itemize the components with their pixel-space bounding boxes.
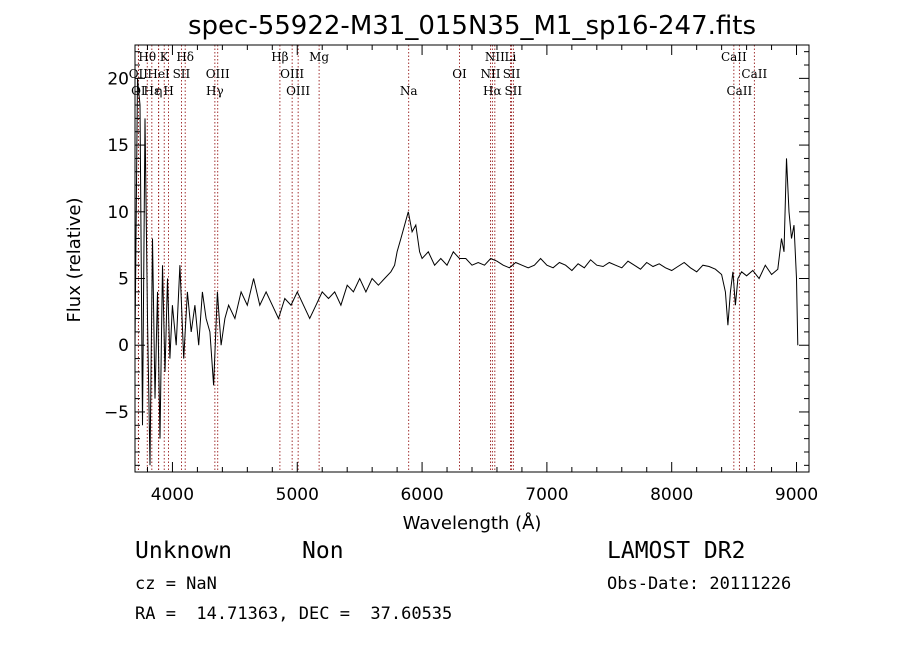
y-tick-label: −5 bbox=[104, 403, 129, 423]
emission-label: NII bbox=[485, 50, 505, 64]
emission-label: HeI bbox=[147, 67, 170, 81]
object-class: Unknown bbox=[135, 538, 232, 564]
y-tick-label: 15 bbox=[107, 136, 129, 156]
x-tick-label: 4000 bbox=[151, 485, 194, 505]
emission-label: Na bbox=[400, 84, 418, 98]
emission-label: CaII bbox=[741, 67, 767, 81]
emission-label: Hθ bbox=[138, 50, 156, 64]
chart-title: spec-55922-M31_015N35_M1_sp16-247.fits bbox=[188, 11, 756, 41]
emission-label: OIII bbox=[286, 84, 310, 98]
emission-label: CaII bbox=[721, 50, 747, 64]
x-tick-label: 6000 bbox=[400, 485, 443, 505]
x-tick-label: 7000 bbox=[525, 485, 568, 505]
emission-label: SII bbox=[504, 84, 522, 98]
emission-label: SII bbox=[173, 67, 191, 81]
emission-label: SII bbox=[503, 67, 521, 81]
emission-label: Li bbox=[505, 50, 517, 64]
emission-label: Hε bbox=[144, 84, 161, 98]
plot-frame bbox=[134, 44, 810, 473]
y-tick-label: 5 bbox=[118, 270, 129, 290]
y-axis-label: Flux (relative) bbox=[64, 197, 85, 322]
emission-label: Hβ bbox=[271, 50, 288, 64]
x-tick-label: 9000 bbox=[775, 485, 818, 505]
emission-label: H bbox=[163, 84, 173, 98]
emission-label: CaII bbox=[726, 84, 752, 98]
emission-label: K bbox=[160, 50, 170, 64]
object-subclass: Non bbox=[302, 538, 344, 564]
emission-label: Hα bbox=[483, 84, 502, 98]
emission-label: Hγ bbox=[206, 84, 224, 98]
spectrum-chart: spec-55922-M31_015N35_M1_sp16-247.fits H… bbox=[64, 11, 818, 534]
emission-label: OIII bbox=[206, 67, 230, 81]
ra-dec: RA = 14.71363, DEC = 37.60535 bbox=[135, 604, 453, 624]
spectrum-line bbox=[134, 78, 799, 466]
survey-name: LAMOST DR2 bbox=[607, 538, 746, 564]
emission-label: Hδ bbox=[176, 50, 194, 64]
x-axis-ticks: 4000 5000 6000 7000 8000 9000 bbox=[146, 45, 818, 505]
emission-label: OII bbox=[129, 67, 149, 81]
x-tick-label: 8000 bbox=[650, 485, 693, 505]
y-tick-label: 0 bbox=[118, 336, 129, 356]
emission-label: OI bbox=[452, 67, 467, 81]
obs-date: Obs-Date: 20111226 bbox=[607, 574, 792, 594]
emission-label: Mg bbox=[309, 50, 329, 64]
y-tick-label: 10 bbox=[107, 203, 129, 223]
y-tick-label: 20 bbox=[107, 69, 129, 89]
y-axis-ticks: −5 0 5 10 15 20 bbox=[104, 51, 809, 466]
emission-label: OIII bbox=[280, 67, 304, 81]
x-axis-label: Wavelength (Å) bbox=[403, 512, 542, 534]
emission-label: NII bbox=[480, 67, 500, 81]
x-tick-label: 5000 bbox=[276, 485, 319, 505]
emission-line-markers bbox=[137, 45, 755, 472]
emission-label: η bbox=[155, 84, 162, 98]
redshift-cz: cz = NaN bbox=[135, 574, 217, 594]
